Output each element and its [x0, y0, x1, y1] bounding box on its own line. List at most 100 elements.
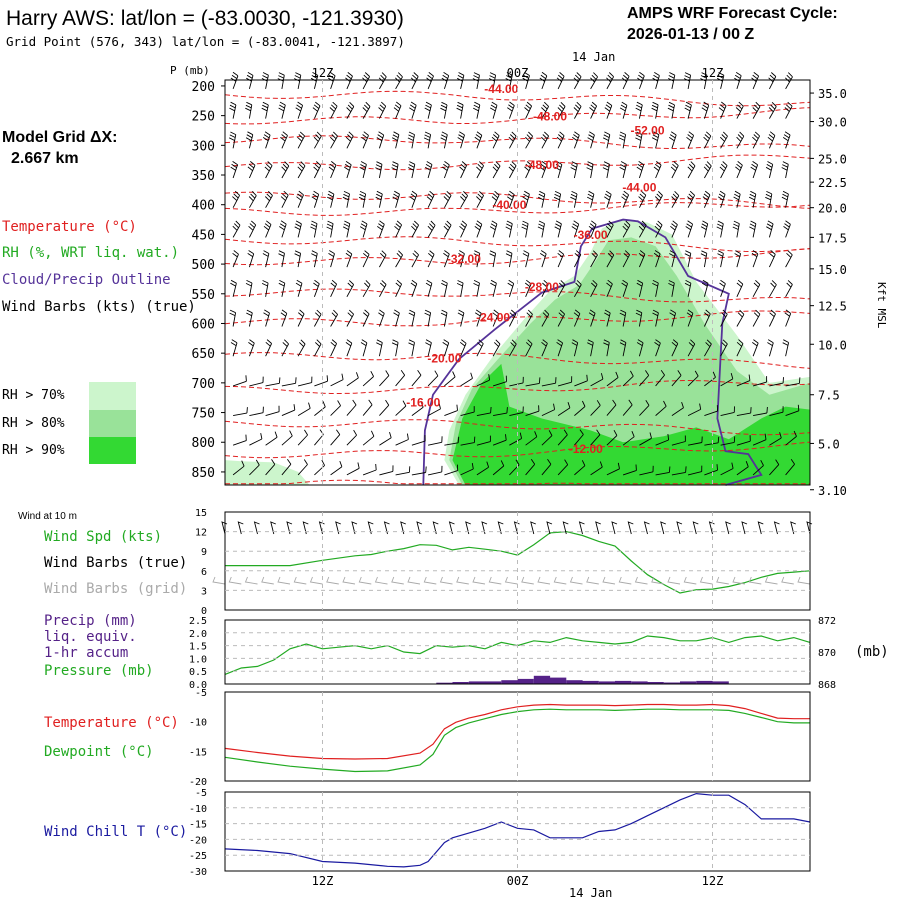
wind-barb [265, 459, 276, 476]
height-tick-label: 17.5 [818, 231, 847, 245]
wind-barb [492, 339, 501, 357]
wind-barb [781, 190, 789, 208]
wind-barb [278, 279, 286, 297]
wind-barb [522, 250, 530, 268]
wind-barb [671, 190, 680, 208]
wind-barb [277, 72, 285, 89]
wind-barb [476, 435, 491, 446]
wind-barb-grid [683, 576, 697, 585]
wind-barb [246, 72, 254, 90]
wind-barb [589, 101, 598, 119]
wind-barb [655, 433, 670, 446]
wind-barb [639, 370, 650, 387]
precip-bar [533, 675, 551, 684]
wind-barb [687, 161, 696, 179]
wind-barb [297, 402, 311, 416]
wind-barb [768, 309, 776, 327]
precip-tick-label: 1.5 [189, 642, 207, 653]
wind-barb [784, 101, 793, 119]
wind-barb [752, 279, 761, 298]
wind-barb-grid [326, 576, 339, 585]
precip-tick-label: 2.5 [189, 616, 207, 627]
wind-barb [248, 190, 257, 208]
wind-barb [605, 220, 614, 238]
pressure-label: Pressure (mb) [44, 663, 154, 679]
wind-barb [670, 220, 678, 238]
temperature-contour [224, 352, 811, 369]
wind-barb [537, 220, 545, 238]
wind-barb [736, 339, 744, 357]
temperature-label: -32.00 [447, 252, 481, 266]
wind-barb [619, 339, 627, 357]
wind-barb [411, 250, 419, 268]
wind-barb-grid [699, 576, 713, 585]
wind-barb [375, 190, 383, 208]
wind-barb [525, 309, 533, 327]
wind-barb [297, 309, 305, 327]
wind-barb [590, 400, 601, 416]
wind-barb [476, 339, 484, 357]
wind-barb [686, 309, 694, 327]
wind-barb [476, 461, 490, 476]
wind-barb [379, 370, 390, 387]
wind-barb [525, 339, 533, 357]
wind-barb [637, 71, 645, 90]
wind-barb [671, 435, 686, 446]
windchill-tick-label: -5 [195, 788, 207, 799]
temperature-contour [224, 154, 811, 171]
wind-barb [704, 405, 719, 417]
wind-barb [378, 101, 387, 119]
wind-barb [408, 309, 416, 327]
wind-barb [720, 436, 736, 446]
wind-barb-true [660, 521, 666, 535]
wind-barb-true [546, 521, 553, 535]
wind-barb [376, 339, 383, 357]
wind-barb [460, 406, 475, 417]
wind-barb [362, 309, 370, 327]
wind-barb [720, 406, 735, 417]
wind-barb [330, 373, 344, 387]
wind-barb-grid [423, 576, 437, 585]
wind-barb-grid [716, 576, 729, 585]
wind-barb [602, 161, 610, 179]
wind-barb [736, 461, 749, 476]
wind-barb [377, 220, 385, 238]
wind-barbs-layer [228, 71, 801, 476]
wind-barb [669, 131, 677, 149]
wind-barb [294, 250, 302, 268]
wind-barb [346, 280, 354, 298]
wind-barb [655, 466, 671, 476]
wind-barb-true [351, 521, 358, 535]
wind-barb [344, 161, 352, 179]
wind-barb [232, 434, 247, 446]
wind-barb [553, 190, 562, 208]
wind-barb [602, 131, 611, 149]
wind-barb [474, 309, 482, 327]
wind-barb [232, 250, 239, 268]
precip-bar [663, 682, 681, 684]
wind-barb [394, 72, 403, 90]
wind-barb [395, 400, 407, 416]
precip-bar [582, 680, 599, 684]
wind-barb [264, 161, 273, 179]
precip-bar [712, 681, 729, 684]
wind-barb [359, 220, 368, 238]
wind-barb [671, 401, 684, 416]
wind-barb [652, 309, 659, 327]
wind-barb [669, 250, 676, 268]
wind-barb [411, 466, 427, 476]
wind-barb-grid [261, 576, 274, 585]
wind-barb [493, 407, 508, 417]
windchill-line [224, 792, 811, 868]
wind-barb [653, 161, 662, 179]
station-title: Harry AWS: lat/lon = (-83.0030, -121.393… [6, 7, 404, 30]
wind-barb [444, 371, 456, 387]
wind-barb-true [562, 521, 569, 535]
wind-barb [622, 220, 631, 238]
wind-barb [636, 279, 644, 297]
wind-barb [606, 72, 614, 90]
wind-barb [688, 436, 703, 446]
legend-temperature: Temperature (°C) [2, 219, 137, 235]
dewpoint-line [224, 708, 810, 773]
